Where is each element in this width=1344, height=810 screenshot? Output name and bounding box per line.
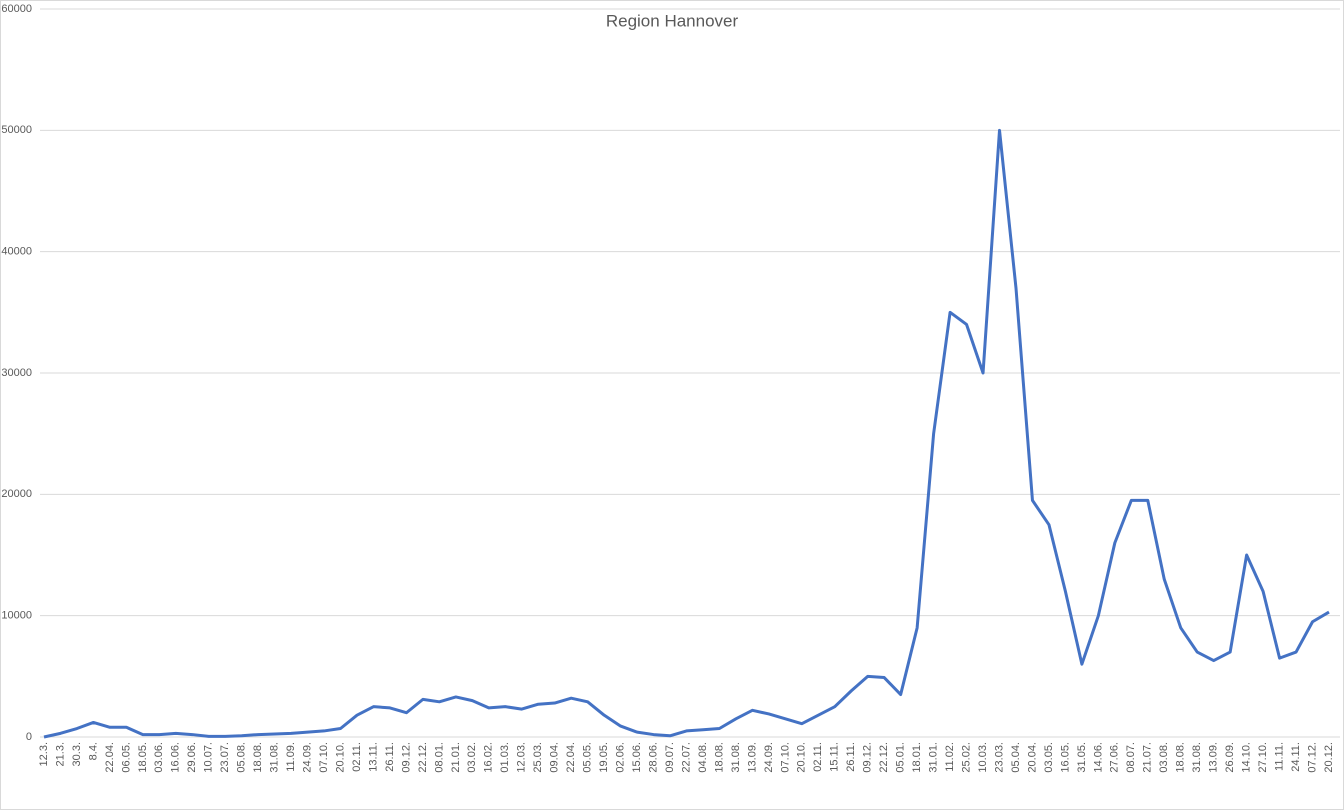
x-tick-label: 20.10.: [796, 742, 808, 773]
x-tick-label: 10.03.: [977, 742, 989, 773]
x-tick-label: 31.05.: [1076, 742, 1088, 773]
x-tick-label: 02.06.: [615, 742, 627, 773]
x-tick-label: 05.08.: [236, 742, 248, 773]
x-tick-label: 22.04.: [565, 742, 577, 773]
x-tick-label: 25.02.: [960, 742, 972, 773]
x-tick-label: 01.03.: [499, 742, 511, 773]
x-tick-label: 10.07.: [203, 742, 215, 773]
x-tick-label: 16.05.: [1059, 742, 1071, 773]
x-tick-label: 27.06.: [1109, 742, 1121, 773]
x-tick-label: 20.04.: [1026, 742, 1038, 773]
x-tick-label: 04.08.: [697, 742, 709, 773]
x-tick-label: 02.11.: [351, 742, 363, 772]
x-tick-label: 31.08.: [730, 742, 742, 773]
y-tick-label: 30000: [1, 367, 32, 379]
x-tick-label: 07.10.: [779, 742, 791, 773]
x-tick-label: 31.08.: [269, 742, 281, 773]
x-tick-label: 03.06.: [153, 742, 165, 773]
y-tick-label: 40000: [1, 246, 32, 258]
x-tick-label: 05.01.: [895, 742, 907, 773]
x-tick-label: 13.11.: [367, 742, 379, 772]
x-tick-label: 21.01.: [450, 742, 462, 773]
x-tick-label: 07.12.: [1306, 742, 1318, 773]
x-tick-label: 03.08.: [1158, 742, 1170, 773]
x-tick-label: 26.11.: [384, 742, 396, 772]
x-tick-label: 05.04.: [1010, 742, 1022, 773]
x-tick-label: 09.12.: [400, 742, 412, 773]
x-tick-label: 03.02.: [466, 742, 478, 773]
x-tick-label: 20.10.: [334, 742, 346, 773]
x-tick-label: 28.06.: [647, 742, 659, 773]
x-tick-label: 11.09.: [285, 742, 297, 772]
x-tick-label: 13.09.: [746, 742, 758, 773]
x-tick-label: 11.02.: [944, 742, 956, 772]
y-tick-label: 0: [26, 731, 32, 743]
x-tick-label: 16.02.: [483, 742, 495, 773]
x-tick-label: 16.06.: [170, 742, 182, 773]
x-tick-label: 14.10.: [1241, 742, 1253, 773]
x-tick-label: 15.11.: [829, 742, 841, 772]
x-tick-label: 8.4.: [87, 742, 99, 760]
y-tick-label: 20000: [1, 488, 32, 500]
x-tick-label: 08.07.: [1125, 742, 1137, 773]
x-tick-label: 09.04.: [549, 742, 561, 773]
x-tick-label: 19.05.: [598, 742, 610, 773]
x-tick-label: 18.08.: [252, 742, 264, 773]
x-tick-label: 22.12.: [417, 742, 429, 773]
x-tick-label: 18.08.: [713, 742, 725, 773]
x-tick-label: 18.08.: [1175, 742, 1187, 773]
x-tick-label: 24.09.: [763, 742, 775, 773]
x-tick-label: 22.07.: [680, 742, 692, 773]
x-tick-label: 26.09.: [1224, 742, 1236, 773]
x-tick-label: 07.10.: [318, 742, 330, 773]
y-tick-label: 10000: [1, 610, 32, 622]
x-tick-label: 08.01.: [433, 742, 445, 773]
x-tick-label: 22.04.: [104, 742, 116, 773]
x-tick-label: 11.11.: [1273, 742, 1285, 771]
x-tick-label: 18.05.: [137, 742, 149, 773]
x-tick-label: 18.01.: [911, 742, 923, 773]
x-tick-label: 21.3.: [54, 742, 66, 766]
x-tick-label: 14.06.: [1092, 742, 1104, 773]
x-tick-label: 24.09.: [301, 742, 313, 773]
x-tick-label: 31.01.: [928, 742, 940, 773]
x-tick-label: 22.12.: [878, 742, 890, 773]
x-tick-label: 02.11.: [812, 742, 824, 772]
x-tick-label: 05.05.: [582, 742, 594, 773]
x-tick-label: 25.03.: [532, 742, 544, 773]
x-tick-label: 09.12.: [862, 742, 874, 773]
x-tick-label: 15.06.: [631, 742, 643, 773]
x-tick-label: 06.05.: [120, 742, 132, 773]
x-tick-label: 21.07.: [1142, 742, 1154, 773]
x-tick-label: 23.03.: [993, 742, 1005, 773]
x-tick-label: 27.10.: [1257, 742, 1269, 773]
x-tick-label: 26.11.: [845, 742, 857, 772]
x-tick-label: 20.12.: [1323, 742, 1335, 773]
x-tick-label: 09.07.: [664, 742, 676, 773]
x-tick-label: 13.09.: [1208, 742, 1220, 773]
x-tick-label: 23.07.: [219, 742, 231, 773]
x-tick-label: 31.08.: [1191, 742, 1203, 773]
x-tick-label: 24.11.: [1290, 742, 1302, 772]
data-line: [43, 128, 1330, 739]
x-tick-label: 30.3.: [71, 742, 83, 766]
x-tick-label: 03.05.: [1043, 742, 1055, 773]
y-tick-label: 60000: [1, 3, 32, 15]
chart-title: Region Hannover: [606, 11, 739, 30]
y-tick-label: 50000: [1, 124, 32, 136]
x-tick-label: 12.03.: [516, 742, 528, 773]
x-tick-label: 29.06.: [186, 742, 198, 773]
x-tick-label: 12.3.: [38, 742, 50, 766]
